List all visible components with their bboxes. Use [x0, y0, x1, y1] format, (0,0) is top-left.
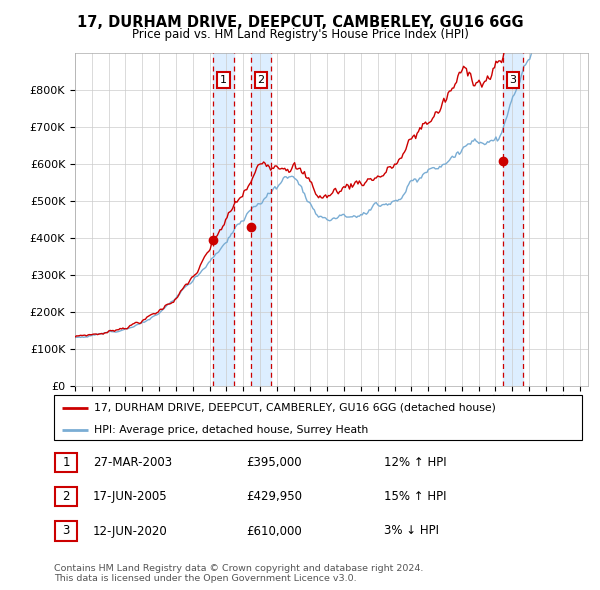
Text: 17, DURHAM DRIVE, DEEPCUT, CAMBERLEY, GU16 6GG (detached house): 17, DURHAM DRIVE, DEEPCUT, CAMBERLEY, GU… — [94, 403, 496, 412]
Text: 2: 2 — [257, 75, 265, 85]
Text: 12% ↑ HPI: 12% ↑ HPI — [384, 456, 446, 469]
FancyBboxPatch shape — [55, 522, 77, 540]
Text: 2: 2 — [62, 490, 70, 503]
Text: 1: 1 — [220, 75, 227, 85]
Text: 27-MAR-2003: 27-MAR-2003 — [93, 456, 172, 469]
Text: 3: 3 — [62, 525, 70, 537]
FancyBboxPatch shape — [55, 453, 77, 472]
Text: 1: 1 — [62, 456, 70, 469]
Text: 17-JUN-2005: 17-JUN-2005 — [93, 490, 167, 503]
Text: 3: 3 — [509, 75, 517, 85]
Bar — [214, 53, 233, 386]
FancyBboxPatch shape — [54, 395, 582, 440]
Bar — [503, 53, 523, 386]
FancyBboxPatch shape — [55, 487, 77, 506]
Text: £610,000: £610,000 — [246, 525, 302, 537]
Text: 12-JUN-2020: 12-JUN-2020 — [93, 525, 168, 537]
Text: Contains HM Land Registry data © Crown copyright and database right 2024.
This d: Contains HM Land Registry data © Crown c… — [54, 563, 424, 583]
Text: 3% ↓ HPI: 3% ↓ HPI — [384, 525, 439, 537]
Text: HPI: Average price, detached house, Surrey Heath: HPI: Average price, detached house, Surr… — [94, 425, 368, 435]
Text: £429,950: £429,950 — [246, 490, 302, 503]
Text: 15% ↑ HPI: 15% ↑ HPI — [384, 490, 446, 503]
Text: Price paid vs. HM Land Registry's House Price Index (HPI): Price paid vs. HM Land Registry's House … — [131, 28, 469, 41]
Text: 17, DURHAM DRIVE, DEEPCUT, CAMBERLEY, GU16 6GG: 17, DURHAM DRIVE, DEEPCUT, CAMBERLEY, GU… — [77, 15, 523, 30]
Bar — [251, 53, 271, 386]
Text: £395,000: £395,000 — [246, 456, 302, 469]
